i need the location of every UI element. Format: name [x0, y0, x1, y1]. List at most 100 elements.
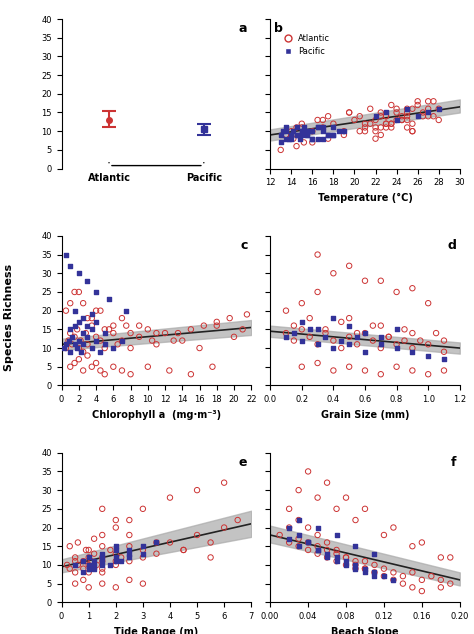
Point: [126, 575, 133, 585]
Point: [418, 575, 426, 585]
Point: [377, 130, 384, 140]
Point: [293, 122, 301, 133]
Point: [72, 560, 79, 570]
X-axis label: Beach Slope: Beach Slope: [331, 626, 399, 634]
Point: [112, 515, 119, 525]
Point: [352, 556, 359, 566]
Point: [79, 328, 87, 338]
Point: [80, 567, 87, 578]
Point: [380, 571, 388, 581]
Point: [287, 134, 295, 144]
Point: [213, 321, 220, 331]
Point: [290, 134, 297, 144]
Point: [91, 548, 98, 559]
Point: [393, 343, 401, 353]
Point: [361, 328, 369, 338]
Point: [99, 504, 106, 514]
Point: [361, 564, 369, 574]
Point: [122, 306, 130, 316]
Point: [71, 321, 78, 331]
Point: [118, 313, 126, 323]
Point: [74, 538, 82, 548]
Point: [372, 115, 379, 125]
Point: [352, 560, 359, 570]
Point: [314, 358, 321, 368]
Point: [243, 309, 251, 320]
Point: [304, 545, 312, 555]
Point: [435, 104, 443, 114]
Point: [101, 339, 109, 349]
Point: [293, 122, 301, 133]
Point: [88, 324, 96, 334]
Point: [153, 548, 160, 559]
Point: [62, 343, 70, 353]
Point: [346, 107, 353, 117]
Point: [66, 361, 74, 372]
Point: [440, 365, 448, 375]
Point: [314, 541, 321, 552]
Point: [112, 545, 119, 555]
Point: [126, 556, 133, 566]
Point: [377, 332, 384, 342]
Point: [385, 332, 392, 342]
Point: [295, 515, 302, 525]
Point: [91, 556, 98, 566]
Point: [105, 324, 113, 334]
Point: [290, 335, 298, 346]
Point: [296, 134, 303, 144]
Point: [304, 538, 312, 548]
Point: [298, 126, 306, 136]
Point: [409, 119, 416, 129]
Point: [314, 339, 321, 349]
Point: [153, 538, 160, 548]
Point: [346, 361, 353, 372]
Point: [346, 339, 353, 349]
Point: [322, 332, 329, 342]
Point: [127, 343, 134, 353]
Point: [309, 126, 316, 136]
Point: [84, 332, 91, 342]
Point: [309, 126, 316, 136]
Point: [409, 126, 416, 136]
X-axis label: Tide Range (m): Tide Range (m): [114, 626, 199, 634]
Point: [300, 122, 308, 133]
Point: [333, 552, 340, 562]
Point: [319, 134, 327, 144]
Point: [346, 313, 353, 323]
Point: [377, 276, 384, 286]
Point: [393, 115, 401, 125]
Point: [329, 343, 337, 353]
Point: [75, 287, 82, 297]
Point: [314, 115, 321, 125]
Point: [92, 335, 100, 346]
Point: [112, 556, 119, 566]
Point: [314, 530, 321, 540]
Point: [380, 571, 388, 581]
Point: [66, 324, 74, 334]
Point: [107, 560, 114, 570]
Point: [398, 115, 406, 125]
Point: [429, 96, 437, 107]
Point: [393, 339, 401, 349]
Point: [351, 115, 358, 125]
Point: [340, 126, 348, 136]
Point: [75, 335, 82, 346]
Point: [361, 347, 369, 357]
Point: [82, 328, 90, 338]
Point: [361, 365, 369, 375]
Point: [139, 552, 146, 562]
Point: [285, 522, 293, 533]
Point: [101, 343, 109, 353]
Point: [377, 107, 384, 117]
Point: [109, 328, 117, 338]
Point: [437, 582, 445, 592]
Point: [306, 126, 314, 136]
Point: [285, 504, 293, 514]
Point: [73, 343, 81, 353]
Point: [342, 493, 350, 503]
Point: [361, 567, 369, 578]
Point: [285, 522, 293, 533]
Point: [290, 126, 297, 136]
Point: [298, 361, 306, 372]
Point: [414, 96, 421, 107]
